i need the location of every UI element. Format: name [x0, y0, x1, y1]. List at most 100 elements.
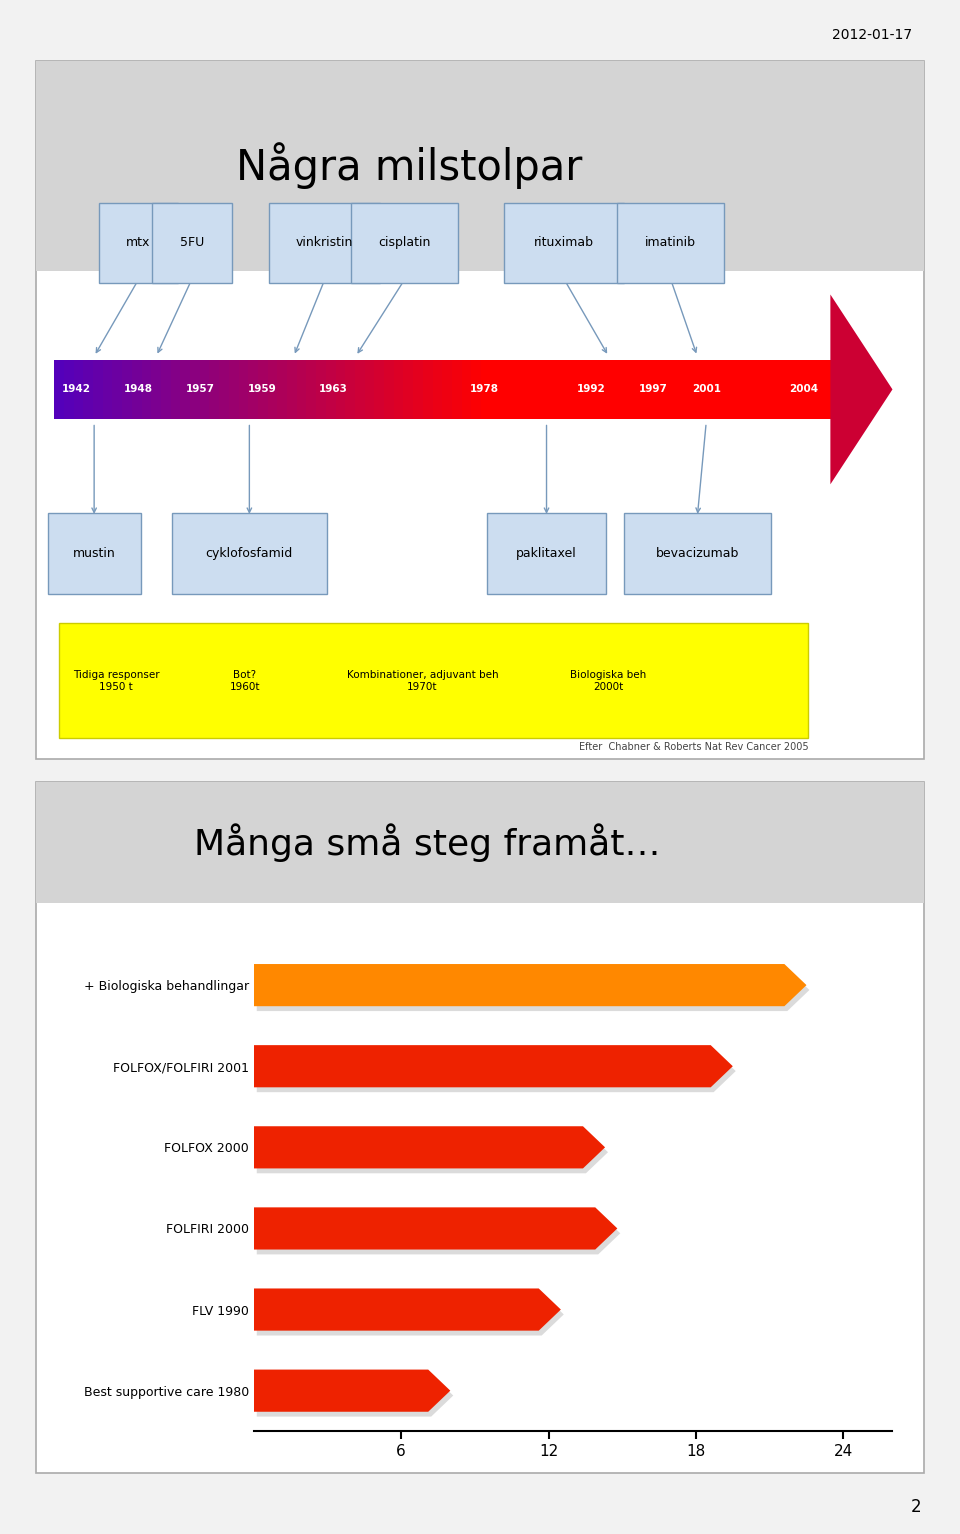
Bar [540, 360, 550, 419]
Text: 1959: 1959 [249, 385, 277, 394]
Bar [112, 360, 123, 419]
Text: vinkristin: vinkristin [296, 236, 353, 250]
Bar [403, 360, 414, 419]
FancyBboxPatch shape [487, 514, 607, 594]
Bar [74, 360, 84, 419]
Bar [646, 360, 657, 419]
Bar [821, 360, 831, 419]
Text: 5FU: 5FU [180, 236, 204, 250]
Bar [627, 360, 637, 419]
Bar [588, 360, 598, 419]
Bar [93, 360, 104, 419]
Text: bevacizumab: bevacizumab [656, 548, 739, 560]
Polygon shape [256, 1374, 453, 1416]
Bar [180, 360, 191, 419]
Polygon shape [830, 295, 893, 485]
FancyBboxPatch shape [152, 202, 231, 282]
FancyBboxPatch shape [624, 514, 771, 594]
Polygon shape [256, 1049, 735, 1092]
Text: Kombinationer, adjuvant beh
1970t: Kombinationer, adjuvant beh 1970t [347, 670, 498, 692]
Bar [714, 360, 725, 419]
Text: 1978: 1978 [470, 385, 499, 394]
Text: Efter  Chabner & Roberts Nat Rev Cancer 2005: Efter Chabner & Roberts Nat Rev Cancer 2… [579, 742, 808, 752]
Bar [209, 360, 220, 419]
Bar [384, 360, 395, 419]
Text: 2004: 2004 [789, 385, 818, 394]
Text: 1948: 1948 [124, 385, 153, 394]
Bar [36, 61, 924, 272]
Bar [249, 360, 259, 419]
Bar [705, 360, 715, 419]
Text: 1942: 1942 [61, 385, 91, 394]
Bar [743, 360, 754, 419]
Text: Tidiga responser
1950 t: Tidiga responser 1950 t [73, 670, 159, 692]
Bar [413, 360, 423, 419]
Text: paklitaxel: paklitaxel [516, 548, 577, 560]
Bar [141, 360, 152, 419]
Text: Några milstolpar: Några milstolpar [236, 143, 582, 190]
Bar [336, 360, 347, 419]
Bar [510, 360, 521, 419]
Text: Biologiska beh
2000t: Biologiska beh 2000t [570, 670, 647, 692]
FancyBboxPatch shape [504, 202, 624, 282]
Bar [753, 360, 763, 419]
Bar [84, 360, 94, 419]
Bar [781, 360, 792, 419]
Text: rituximab: rituximab [535, 236, 594, 250]
Bar [636, 360, 647, 419]
Bar [394, 360, 404, 419]
FancyBboxPatch shape [48, 514, 141, 594]
Bar [724, 360, 734, 419]
Text: 2012-01-17: 2012-01-17 [832, 28, 912, 41]
Bar [268, 360, 278, 419]
Text: Bot?
1960t: Bot? 1960t [229, 670, 260, 692]
FancyBboxPatch shape [99, 202, 179, 282]
Bar [656, 360, 666, 419]
Text: cyklofosfamid: cyklofosfamid [205, 548, 293, 560]
Polygon shape [256, 969, 809, 1011]
Polygon shape [256, 1212, 620, 1255]
Bar [491, 360, 501, 419]
Bar [578, 360, 588, 419]
Text: mustin: mustin [73, 548, 115, 560]
Bar [520, 360, 531, 419]
Bar [238, 360, 250, 419]
Bar [530, 360, 540, 419]
Bar [500, 360, 511, 419]
Bar [287, 360, 298, 419]
Bar [171, 360, 181, 419]
Bar [617, 360, 628, 419]
Bar [452, 360, 463, 419]
Text: 1957: 1957 [186, 385, 215, 394]
Bar [297, 360, 307, 419]
Bar [559, 360, 569, 419]
Bar [433, 360, 444, 419]
Bar [59, 623, 808, 738]
Text: 2: 2 [911, 1497, 922, 1516]
Polygon shape [253, 1045, 732, 1088]
Bar [665, 360, 676, 419]
FancyBboxPatch shape [172, 514, 327, 594]
Bar [694, 360, 706, 419]
Polygon shape [253, 1126, 605, 1169]
Polygon shape [253, 1207, 617, 1250]
Bar [316, 360, 326, 419]
Text: cisplatin: cisplatin [378, 236, 431, 250]
Bar [103, 360, 113, 419]
Bar [346, 360, 356, 419]
Bar [423, 360, 434, 419]
Bar [675, 360, 685, 419]
Bar [190, 360, 201, 419]
Polygon shape [256, 1293, 564, 1336]
Bar [355, 360, 366, 419]
Polygon shape [253, 1370, 450, 1411]
Bar [568, 360, 579, 419]
Bar [200, 360, 210, 419]
Bar [762, 360, 773, 419]
Text: Många små steg framåt…: Många små steg framåt… [194, 824, 660, 862]
Bar [733, 360, 744, 419]
Bar [802, 360, 812, 419]
Bar [471, 360, 482, 419]
Bar [228, 360, 239, 419]
Polygon shape [253, 963, 806, 1006]
